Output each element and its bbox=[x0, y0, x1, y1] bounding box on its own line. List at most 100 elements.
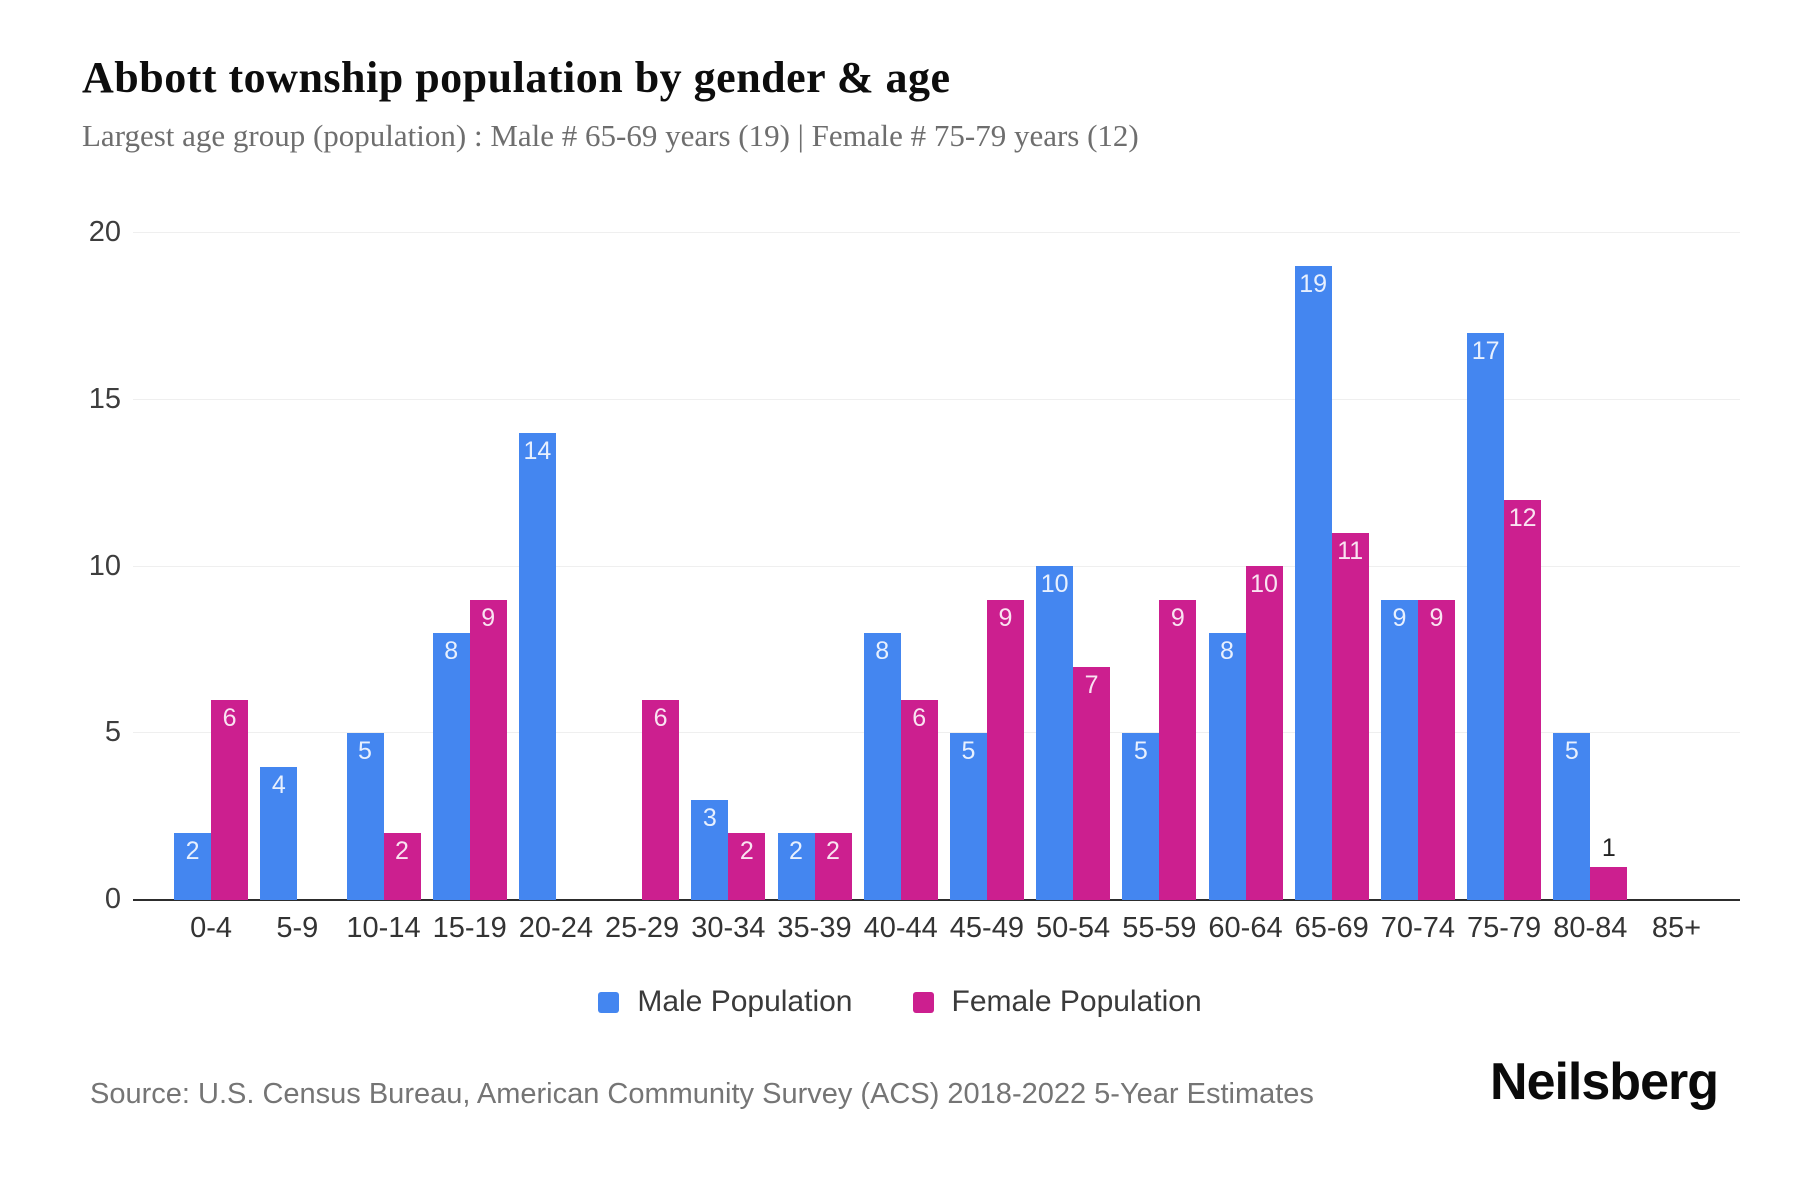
bar-female-70-74[interactable]: 9 bbox=[1417, 600, 1455, 900]
x-tick-10-14: 10-14 bbox=[346, 912, 421, 944]
bar-female-60-64[interactable]: 10 bbox=[1245, 566, 1283, 900]
bar-male-40-44[interactable]: 8 bbox=[863, 633, 901, 900]
y-tick-5: 5 bbox=[104, 716, 121, 749]
value-label: 8 bbox=[444, 637, 459, 665]
bar-group-75-79: 17 12 bbox=[1467, 233, 1542, 900]
value-label: 3 bbox=[702, 804, 717, 832]
bar-female-25-29[interactable]: 6 bbox=[642, 700, 680, 900]
bar-female-50-54[interactable]: 7 bbox=[1073, 667, 1111, 900]
bar-group-20-24: 14 bbox=[518, 233, 593, 900]
bar-female-0-4[interactable]: 6 bbox=[211, 700, 249, 900]
bar-male-15-19[interactable]: 8 bbox=[432, 633, 470, 900]
value-label: 6 bbox=[222, 704, 237, 732]
bar-male-0-4[interactable]: 2 bbox=[174, 833, 212, 900]
bar-female-80-84[interactable]: 1 bbox=[1590, 834, 1628, 900]
bar-group-25-29: 6 bbox=[605, 233, 680, 900]
y-tick-0: 0 bbox=[104, 883, 121, 915]
value-label: 2 bbox=[739, 837, 754, 865]
value-label: 5 bbox=[1133, 737, 1148, 765]
bar-female-10-14[interactable]: 2 bbox=[383, 833, 421, 900]
value-label: 1 bbox=[1601, 834, 1616, 862]
bar-female-65-69[interactable]: 11 bbox=[1331, 533, 1369, 900]
x-tick-55-59: 55-59 bbox=[1122, 912, 1197, 944]
value-label: 6 bbox=[653, 704, 668, 732]
x-tick-25-29: 25-29 bbox=[605, 912, 680, 944]
x-tick-50-54: 50-54 bbox=[1036, 912, 1111, 944]
page-subtitle: Largest age group (population) : Male # … bbox=[82, 118, 1139, 153]
value-label: 9 bbox=[481, 604, 496, 632]
bar-male-45-49[interactable]: 5 bbox=[949, 733, 987, 900]
x-tick-65-69: 65-69 bbox=[1294, 912, 1369, 944]
y-tick-10: 10 bbox=[88, 549, 121, 582]
value-label: 5 bbox=[358, 737, 372, 765]
x-axis-line bbox=[133, 899, 1740, 901]
bar-male-30-34[interactable]: 3 bbox=[691, 800, 729, 900]
legend-item-male[interactable]: Male Population bbox=[598, 985, 853, 1019]
page-title: Abbott township population by gender & a… bbox=[82, 53, 951, 102]
bar-female-75-79[interactable]: 12 bbox=[1504, 500, 1542, 900]
value-label: 7 bbox=[1084, 671, 1099, 699]
bar-male-55-59[interactable]: 5 bbox=[1122, 733, 1160, 900]
bar-group-50-54: 10 7 bbox=[1036, 233, 1111, 900]
value-label: 19 bbox=[1299, 270, 1328, 298]
x-tick-0-4: 0-4 bbox=[190, 912, 233, 944]
value-label: 8 bbox=[1220, 637, 1234, 665]
gridline-20 bbox=[133, 232, 1740, 233]
legend-label-female: Female Population bbox=[951, 985, 1202, 1018]
gridline-10 bbox=[133, 565, 1740, 567]
value-label: 10 bbox=[1040, 570, 1069, 598]
value-label: 12 bbox=[1508, 504, 1537, 532]
bar-male-70-74[interactable]: 9 bbox=[1380, 600, 1418, 900]
bar-male-60-64[interactable]: 8 bbox=[1208, 633, 1246, 900]
bar-female-40-44[interactable]: 6 bbox=[900, 700, 938, 900]
x-tick-60-64: 60-64 bbox=[1208, 912, 1283, 944]
value-label: 9 bbox=[1392, 604, 1407, 632]
bar-female-15-19[interactable]: 9 bbox=[469, 600, 507, 900]
x-tick-75-79: 75-79 bbox=[1467, 912, 1542, 944]
bar-female-35-39[interactable]: 2 bbox=[814, 833, 852, 900]
value-label: 2 bbox=[395, 837, 409, 865]
bar-group-65-69: 19 11 bbox=[1294, 233, 1369, 900]
bar-female-30-34[interactable]: 2 bbox=[728, 833, 766, 900]
source-attribution: Source: U.S. Census Bureau, American Com… bbox=[90, 1078, 1314, 1110]
value-label: 5 bbox=[1564, 737, 1579, 765]
value-label: 2 bbox=[185, 837, 200, 865]
bar-male-35-39[interactable]: 2 bbox=[777, 833, 815, 900]
female-swatch-icon bbox=[912, 991, 934, 1013]
value-label: 2 bbox=[789, 837, 803, 865]
gridline-15 bbox=[133, 398, 1740, 400]
bar-group-60-64: 8 10 bbox=[1208, 233, 1283, 900]
x-tick-85+: 85+ bbox=[1651, 912, 1702, 944]
bar-male-20-24[interactable]: 14 bbox=[518, 433, 556, 900]
bar-female-45-49[interactable]: 9 bbox=[986, 600, 1024, 900]
x-tick-5-9: 5-9 bbox=[276, 912, 319, 944]
x-tick-35-39: 35-39 bbox=[777, 912, 852, 944]
bar-female-55-59[interactable]: 9 bbox=[1159, 600, 1197, 900]
bar-male-75-79[interactable]: 17 bbox=[1467, 333, 1505, 900]
neilsberg-logo: Neilsberg bbox=[1490, 1053, 1719, 1111]
bar-male-65-69[interactable]: 19 bbox=[1294, 266, 1332, 900]
legend-label-male: Male Population bbox=[637, 985, 853, 1018]
x-tick-70-74: 70-74 bbox=[1380, 912, 1455, 944]
bar-male-50-54[interactable]: 10 bbox=[1036, 566, 1074, 900]
value-label: 9 bbox=[1429, 604, 1444, 632]
value-label: 11 bbox=[1337, 537, 1364, 565]
x-tick-40-44: 40-44 bbox=[863, 912, 938, 944]
x-tick-20-24: 20-24 bbox=[518, 912, 593, 944]
bar-male-5-9[interactable]: 4 bbox=[260, 767, 298, 900]
x-tick-15-19: 15-19 bbox=[432, 912, 507, 944]
x-tick-30-34: 30-34 bbox=[691, 912, 766, 944]
value-label: 9 bbox=[1170, 604, 1185, 632]
value-label: 17 bbox=[1471, 337, 1500, 365]
legend-item-female[interactable]: Female Population bbox=[912, 985, 1202, 1019]
bar-male-80-84[interactable]: 5 bbox=[1553, 733, 1591, 900]
value-label: 8 bbox=[875, 637, 890, 665]
bar-male-10-14[interactable]: 5 bbox=[346, 733, 384, 900]
